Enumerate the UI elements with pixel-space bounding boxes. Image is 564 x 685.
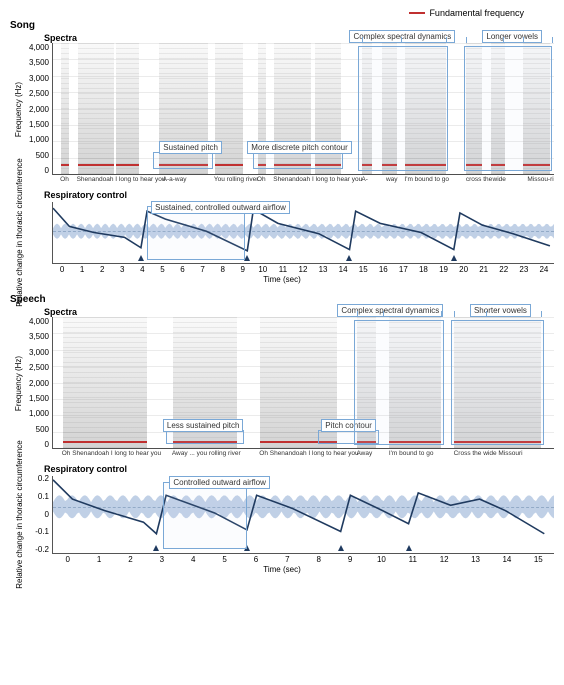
lyric-word: cross the	[466, 176, 492, 183]
song-label: Song	[10, 20, 554, 31]
annotation-label: More discrete pitch contour	[247, 141, 352, 154]
speech-spectra-yticks: 4,0003,5003,0002,5002,0001,5001,0005000	[28, 317, 52, 449]
lyric-word: Away	[356, 450, 372, 457]
song-spectra-yticks: 4,0003,5003,0002,5002,0001,5001,0005000	[28, 43, 52, 175]
figure: Fundamental frequency Song Spectra Frequ…	[0, 0, 564, 594]
song-xlabel: Time (sec)	[10, 275, 554, 284]
lyric-word: Missou-ri	[527, 176, 553, 183]
legend-swatch	[409, 12, 425, 14]
legend: Fundamental frequency	[10, 6, 554, 18]
lyric-word: Away ... you rolling river	[172, 450, 241, 457]
song-lyrics: OhShenandoah I long to hear youA-a-wayYo…	[52, 176, 554, 186]
lyric-word: Oh	[60, 176, 69, 183]
annotation-label: Shorter vowels	[470, 304, 531, 317]
legend-label: Fundamental frequency	[429, 8, 524, 18]
lyric-word: Shenandoah I long to hear you	[273, 176, 362, 183]
song-spectra-title: Spectra	[44, 33, 554, 43]
annotation-label: Sustained pitch	[159, 141, 222, 154]
speech-resp-yticks: 0.20.10-0.1-0.2	[28, 474, 52, 554]
lyric-word: wide	[493, 176, 506, 183]
speech-lyrics: Oh Shenandoah I long to hear you Away ...…	[52, 450, 554, 460]
annotation-label: Less sustained pitch	[163, 419, 244, 432]
speech-xlabel: Time (sec)	[10, 565, 554, 574]
lyric-word: Oh Shenandoah I long to hear you	[62, 450, 161, 457]
lyric-word: Oh	[257, 176, 266, 183]
song-spectrogram: Sustained pitch More discrete pitch conto…	[52, 43, 554, 175]
lyric-word: Oh Shenandoah I long to hear you	[259, 450, 358, 457]
annotation-label: Complex spectral dynamics	[349, 30, 455, 43]
lyric-word: way	[386, 176, 398, 183]
spacer	[28, 200, 52, 264]
speech-resp-title: Respiratory control	[44, 464, 554, 474]
song-resp-plot: Sustained, controlled outward airflow	[52, 202, 554, 264]
speech-resp-ylabel: Relative change in thoracic circumferenc…	[10, 474, 28, 554]
lyric-word: Shenandoah I long to hear you	[77, 176, 166, 183]
lyric-word: Cross the wide Missouri	[454, 450, 523, 457]
speech-spectrogram: Less sustained pitchPitch contourComplex…	[52, 317, 554, 449]
song-resp-ylabel: Relative change in thoracic circumferenc…	[10, 200, 28, 264]
annotation-label: Complex spectral dynamics	[337, 304, 443, 317]
annotation-label: Sustained, controlled outward airflow	[151, 201, 290, 214]
lyric-word: A-a-way	[163, 176, 187, 183]
speech-resp-plot: Controlled outward airflow	[52, 476, 554, 554]
lyric-word: A-	[361, 176, 368, 183]
lyric-word: I'm bound to go	[389, 450, 434, 457]
song-resp-title: Respiratory control	[44, 190, 554, 200]
annotation-label: Longer vowels	[482, 30, 542, 43]
song-xticks: 0123456789101112131415161718192021222324	[52, 265, 554, 274]
panel-song: Song Spectra Frequency (Hz) 4,0003,5003,…	[10, 20, 554, 284]
lyric-word: I'm bound to go	[404, 176, 449, 183]
lyric-word: You rolling river	[214, 176, 259, 183]
speech-xticks: 0123456789101112131415	[52, 555, 554, 564]
annotation-label: Controlled outward airflow	[169, 476, 270, 489]
song-spectra-ylabel: Frequency (Hz)	[10, 43, 28, 175]
speech-spectra-ylabel: Frequency (Hz)	[10, 317, 28, 449]
panel-speech: Speech Spectra Frequency (Hz) 4,0003,500…	[10, 294, 554, 574]
